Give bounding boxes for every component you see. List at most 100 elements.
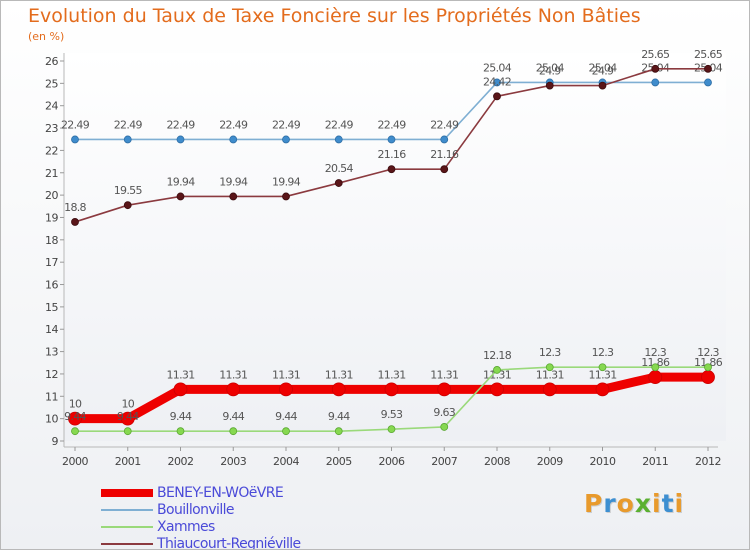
data-label: 25.04 (589, 61, 618, 74)
logo-letter: x (634, 489, 652, 518)
data-label: 25.04 (536, 61, 565, 74)
data-label: 9.53 (381, 408, 403, 421)
data-label: 19.94 (272, 175, 301, 188)
data-label: 11.31 (325, 368, 353, 381)
data-label: 10 (121, 398, 134, 411)
x-tick-label: 2010 (590, 455, 616, 468)
data-label: 12.18 (483, 349, 512, 362)
data-point (595, 382, 610, 397)
legend-label: Xammes (157, 519, 215, 535)
legend-label: Thiaucourt-Regniéville (157, 536, 301, 550)
y-tick-label: 15 (45, 301, 58, 314)
y-tick-label: 14 (45, 323, 58, 336)
data-point (334, 427, 343, 436)
data-label: 11.86 (641, 356, 670, 369)
legend-swatch (101, 526, 153, 528)
y-tick-label: 11 (45, 390, 58, 403)
x-tick-label: 2003 (220, 455, 246, 468)
x-tick-label: 2011 (642, 455, 668, 468)
x-tick-label: 2001 (115, 455, 141, 468)
y-tick-label: 16 (45, 279, 58, 292)
logo-letter: r (603, 489, 617, 518)
data-label: 11.31 (430, 368, 458, 381)
x-tick-label: 2007 (431, 455, 457, 468)
data-point (440, 423, 449, 431)
data-point (704, 363, 712, 372)
y-tick-label: 17 (45, 256, 58, 269)
logo-letter: t (661, 489, 675, 518)
x-tick-label: 2002 (168, 455, 194, 468)
y-tick-label: 26 (45, 55, 58, 68)
y-tick-label: 9 (52, 435, 59, 448)
data-point (334, 135, 343, 144)
data-point (279, 382, 293, 397)
data-point (598, 363, 607, 372)
data-point (704, 78, 712, 87)
data-point (229, 135, 238, 144)
data-label: 21.16 (378, 148, 407, 161)
legend-swatch (101, 509, 153, 511)
plot-area (64, 53, 726, 441)
data-label: 19.94 (219, 175, 248, 188)
data-point (282, 427, 290, 436)
data-point (384, 382, 399, 397)
logo-letter: o (616, 489, 635, 518)
data-label: 12.3 (592, 346, 614, 359)
data-point (120, 411, 135, 426)
x-tick-label: 2009 (537, 455, 563, 468)
data-point (493, 366, 501, 374)
logo-letter: i (652, 489, 662, 518)
data-point (493, 92, 501, 101)
data-point (598, 81, 607, 90)
logo-letter: i (674, 489, 685, 518)
y-tick-label: 25 (45, 77, 58, 90)
data-label: 22.49 (219, 118, 248, 131)
data-label: 21.16 (430, 148, 459, 161)
y-tick-label: 20 (45, 189, 58, 202)
proxiti-logo: Proxiti (584, 489, 684, 518)
data-label: 22.49 (325, 118, 354, 131)
data-label: 11.31 (167, 368, 195, 381)
data-label: 22.49 (114, 118, 143, 131)
data-point (68, 411, 82, 426)
data-point (229, 427, 238, 436)
data-point (490, 382, 504, 397)
data-point (651, 64, 660, 73)
legend-label: BENEY-EN-WOëVRE (157, 485, 284, 501)
data-label: 11.31 (272, 368, 300, 381)
y-tick-label: 10 (45, 413, 58, 426)
data-point (493, 78, 501, 87)
data-point (71, 427, 79, 436)
data-point (173, 382, 188, 397)
y-tick-label: 12 (45, 368, 58, 381)
legend-swatch (101, 543, 153, 545)
data-label: 19.55 (114, 184, 143, 197)
data-point (282, 192, 290, 201)
data-point (542, 382, 557, 397)
data-point (176, 427, 185, 436)
data-point (545, 363, 554, 372)
y-tick-label: 13 (45, 346, 58, 359)
data-label: 24.9 (592, 65, 614, 78)
data-label: 9.44 (117, 410, 139, 423)
x-tick-label: 2000 (62, 455, 88, 468)
data-label: 12.3 (539, 346, 561, 359)
data-point (704, 64, 712, 73)
data-point (71, 135, 79, 144)
data-point (334, 179, 343, 187)
data-label: 25.04 (483, 61, 512, 74)
data-point (176, 135, 185, 144)
series-xammes: 9.44 9.44 9.44 9.44 9.44 9.44 9.53 9.63 12.18 12.… (64, 346, 720, 436)
data-label: 10 (69, 398, 82, 411)
data-point (123, 135, 132, 144)
y-tick-label: 18 (45, 234, 58, 247)
data-point (71, 218, 79, 226)
data-label: 9.44 (222, 410, 244, 423)
data-point (440, 165, 449, 174)
x-tick-label: 2012 (695, 455, 721, 468)
chart-title: Evolution du Taux de Taxe Foncière sur l… (28, 5, 641, 27)
data-label: 9.63 (433, 406, 455, 419)
x-tick-label: 2004 (273, 455, 299, 468)
